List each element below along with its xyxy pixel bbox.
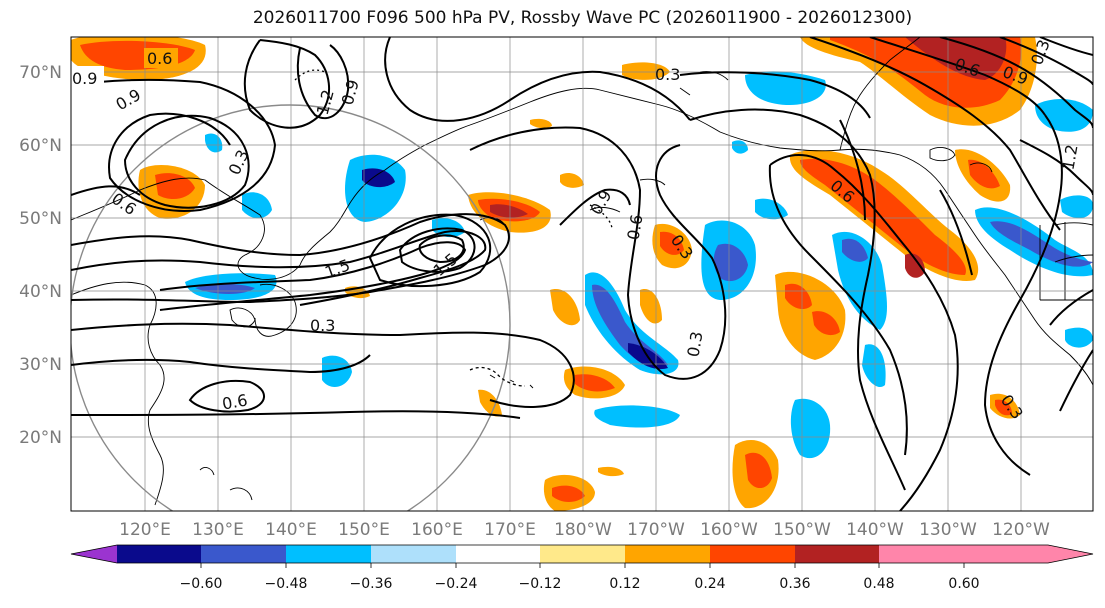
lon-label: 180°W	[554, 520, 612, 540]
colorbar-extend-min	[71, 545, 117, 563]
colorbar: −0.60 −0.48 −0.36 −0.24 −0.12 0.12 0.24 …	[70, 544, 1094, 592]
colorbar-tick-label: 0.48	[863, 576, 894, 592]
lat-label: 60°N	[19, 136, 62, 156]
contour-label: 0.3	[683, 330, 706, 358]
colorbar-tick-label: −0.12	[519, 576, 562, 592]
colorbar-tick-label: −0.60	[180, 576, 223, 592]
lon-label: 130°E	[192, 520, 244, 540]
contour-label: 0.9	[72, 69, 97, 88]
dotted-contours	[294, 69, 613, 387]
colorbar-segment	[625, 545, 711, 563]
colorbar-segment	[117, 545, 202, 563]
colorbar-extend-max	[964, 545, 1093, 563]
contour-label: 0.3	[310, 316, 335, 335]
colorbar-segment	[795, 545, 880, 563]
colorbar-segment	[286, 545, 372, 563]
lon-label: 160°E	[411, 520, 463, 540]
colorbar-tick-label: 0.36	[779, 576, 810, 592]
map-title: 2026011700 F096 500 hPa PV, Rossby Wave …	[252, 8, 913, 28]
range-circle	[71, 104, 511, 511]
positive-anomalies	[71, 37, 1037, 511]
lat-label: 30°N	[19, 355, 62, 375]
contour-label: 0.6	[623, 213, 646, 241]
lat-label: 70°N	[19, 63, 62, 83]
lon-label: 170°W	[627, 520, 685, 540]
lon-label: 140°E	[265, 520, 317, 540]
colorbar-segment	[201, 545, 287, 563]
lon-label: 160°W	[700, 520, 758, 540]
coastlines	[71, 37, 1093, 506]
colorbar-tick-label: 0.60	[948, 576, 979, 592]
colorbar-tick-label: −0.48	[265, 576, 308, 592]
colorbar-segment	[710, 545, 796, 563]
lon-label: 170°E	[484, 520, 536, 540]
longitude-labels: 120°E 130°E 140°E 150°E 160°E 170°E 180°…	[119, 520, 1050, 540]
lon-label: 130°W	[919, 520, 977, 540]
pv-contours	[71, 37, 1093, 511]
lat-label: 40°N	[19, 282, 62, 302]
lat-label: 20°N	[19, 428, 62, 448]
colorbar-tick-label: 0.12	[609, 576, 640, 592]
colorbar-segment	[540, 545, 626, 563]
lon-label: 150°W	[773, 520, 831, 540]
contour-label: 0.3	[655, 65, 680, 84]
contour-label: 0.6	[147, 49, 172, 68]
colorbar-segment	[456, 545, 541, 563]
contour-label: 1.2	[1058, 143, 1081, 171]
latitude-labels: 70°N 60°N 50°N 40°N 30°N 20°N	[19, 63, 62, 448]
contour-label: 0.6	[221, 390, 249, 413]
lat-label: 50°N	[19, 209, 62, 229]
lon-label: 150°E	[338, 520, 390, 540]
colorbar-tick-label: −0.36	[350, 576, 393, 592]
colorbar-segment	[371, 545, 457, 563]
lon-label: 120°W	[992, 520, 1050, 540]
colorbar-segment	[879, 545, 965, 563]
lon-label: 120°E	[119, 520, 171, 540]
colorbar-tick-label: 0.24	[694, 576, 725, 592]
lon-label: 140°W	[846, 520, 904, 540]
colorbar-tick-label: −0.24	[435, 576, 478, 592]
map-border	[70, 36, 1094, 512]
